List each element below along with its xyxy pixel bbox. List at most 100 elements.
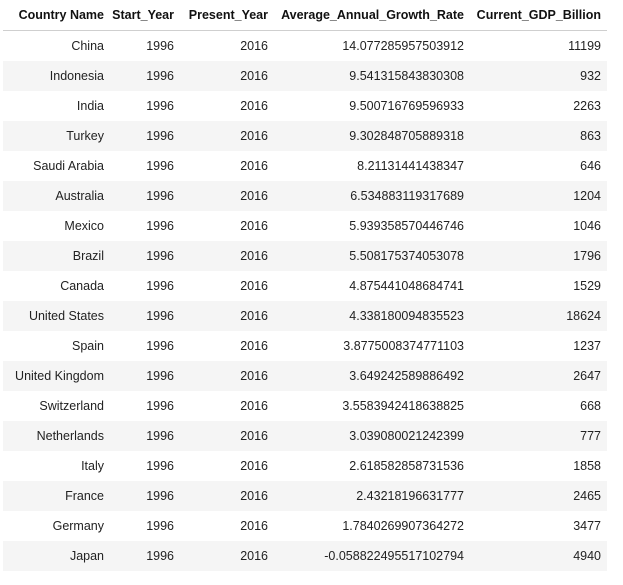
gdp-billion-cell: 1046: [573, 219, 601, 233]
present-year-cell: 2016: [240, 39, 268, 53]
country-name-cell: Saudi Arabia: [33, 159, 104, 173]
growth-rate-cell: 9.541315843830308: [349, 69, 464, 83]
start-year-cell: 1996: [146, 429, 174, 443]
growth-rate-cell: 2.43218196631777: [356, 489, 464, 503]
start-year-cell: 1996: [146, 459, 174, 473]
gdp-billion-cell: 932: [580, 69, 601, 83]
country-name-cell: Germany: [52, 519, 104, 533]
present-year-cell: 2016: [240, 489, 268, 503]
start-year-cell: 1996: [146, 159, 174, 173]
gdp-billion-cell: 1858: [573, 459, 601, 473]
growth-rate-cell: 3.649242589886492: [349, 369, 464, 383]
growth-rate-cell: 8.21131441438347: [357, 159, 464, 173]
growth-rate-cell: 1.7840269907364272: [342, 519, 464, 533]
country-name-cell: Spain: [72, 339, 104, 353]
table-header: Country Name Start_Year Present_Year Ave…: [3, 0, 607, 31]
column-header-current-gdp-billion: Current_GDP_Billion: [470, 0, 607, 31]
start-year-cell: 1996: [146, 399, 174, 413]
table-row: Switzerland 1996 2016 3.5583942418638825 668: [3, 391, 607, 421]
gdp-billion-cell: 1796: [573, 249, 601, 263]
country-name-cell: United Kingdom: [15, 369, 104, 383]
gdp-billion-cell: 863: [580, 129, 601, 143]
gdp-billion-cell: 1529: [573, 279, 601, 293]
table-row: France 1996 2016 2.43218196631777 2465: [3, 481, 607, 511]
growth-rate-cell: 14.077285957503912: [342, 39, 464, 53]
table-row: Spain 1996 2016 3.8775008374771103 1237: [3, 331, 607, 361]
start-year-cell: 1996: [146, 249, 174, 263]
country-name-cell: Canada: [60, 279, 104, 293]
gdp-billion-cell: 1237: [573, 339, 601, 353]
present-year-cell: 2016: [240, 519, 268, 533]
present-year-cell: 2016: [240, 399, 268, 413]
gdp-billion-cell: 2263: [573, 99, 601, 113]
start-year-cell: 1996: [146, 219, 174, 233]
growth-rate-cell: 5.508175374053078: [349, 249, 464, 263]
present-year-cell: 2016: [240, 219, 268, 233]
start-year-cell: 1996: [146, 189, 174, 203]
gdp-billion-cell: 1204: [573, 189, 601, 203]
growth-rate-cell: 5.939358570446746: [349, 219, 464, 233]
present-year-cell: 2016: [240, 459, 268, 473]
present-year-cell: 2016: [240, 309, 268, 323]
table-row: Italy 1996 2016 2.618582858731536 1858: [3, 451, 607, 481]
present-year-cell: 2016: [240, 279, 268, 293]
present-year-cell: 2016: [240, 369, 268, 383]
growth-rate-cell: 9.500716769596933: [349, 99, 464, 113]
start-year-cell: 1996: [146, 39, 174, 53]
table-row: Mexico 1996 2016 5.939358570446746 1046: [3, 211, 607, 241]
header-row: Country Name Start_Year Present_Year Ave…: [3, 0, 607, 31]
gdp-billion-cell: 11199: [568, 39, 601, 53]
column-header-start-year: Start_Year: [110, 0, 180, 31]
gdp-billion-cell: 18624: [566, 309, 601, 323]
data-table-container: Country Name Start_Year Present_Year Ave…: [3, 0, 607, 571]
country-name-cell: Switzerland: [39, 399, 104, 413]
start-year-cell: 1996: [146, 339, 174, 353]
country-name-cell: Mexico: [64, 219, 104, 233]
country-name-cell: Italy: [81, 459, 104, 473]
growth-rate-cell: 2.618582858731536: [349, 459, 464, 473]
present-year-cell: 2016: [240, 129, 268, 143]
start-year-cell: 1996: [146, 99, 174, 113]
present-year-cell: 2016: [240, 69, 268, 83]
gdp-billion-cell: 3477: [573, 519, 601, 533]
column-header-country-name: Country Name: [3, 0, 110, 31]
country-name-cell: France: [65, 489, 104, 503]
present-year-cell: 2016: [240, 249, 268, 263]
start-year-cell: 1996: [146, 549, 174, 563]
country-name-cell: Japan: [69, 549, 104, 563]
present-year-cell: 2016: [240, 189, 268, 203]
country-name-cell: India: [76, 99, 104, 113]
country-name-cell: China: [71, 39, 104, 53]
table-row: China 1996 2016 14.077285957503912 11199: [3, 31, 607, 62]
growth-rate-cell: -0.058822495517102794: [324, 549, 464, 563]
present-year-cell: 2016: [240, 159, 268, 173]
country-name-cell: United States: [28, 309, 104, 323]
gdp-billion-cell: 646: [580, 159, 601, 173]
table-row: Brazil 1996 2016 5.508175374053078 1796: [3, 241, 607, 271]
start-year-cell: 1996: [146, 309, 174, 323]
present-year-cell: 2016: [240, 429, 268, 443]
start-year-cell: 1996: [146, 489, 174, 503]
table-row: United Kingdom 1996 2016 3.649242589886492 2…: [3, 361, 607, 391]
country-name-cell: Brazil: [72, 249, 104, 263]
country-name-cell: Turkey: [66, 129, 104, 143]
country-name-cell: Indonesia: [49, 69, 104, 83]
table-row: Australia 1996 2016 6.534883119317689 1204: [3, 181, 607, 211]
gdp-growth-table: Country Name Start_Year Present_Year Ave…: [3, 0, 607, 571]
table-row: Canada 1996 2016 4.875441048684741 1529: [3, 271, 607, 301]
table-row: India 1996 2016 9.500716769596933 2263: [3, 91, 607, 121]
present-year-cell: 2016: [240, 339, 268, 353]
growth-rate-cell: 6.534883119317689: [350, 189, 464, 203]
start-year-cell: 1996: [146, 129, 174, 143]
table-row: United States 1996 2016 4.338180094835523 18…: [3, 301, 607, 331]
column-header-present-year: Present_Year: [180, 0, 274, 31]
gdp-billion-cell: 777: [580, 429, 601, 443]
table-body: China 1996 2016 14.077285957503912 11199 Indo…: [3, 31, 607, 571]
table-row: Netherlands 1996 2016 3.039080021242399 777: [3, 421, 607, 451]
growth-rate-cell: 4.875441048684741: [349, 279, 464, 293]
table-row: Turkey 1996 2016 9.302848705889318 863: [3, 121, 607, 151]
growth-rate-cell: 3.8775008374771103: [343, 339, 464, 353]
table-row: Germany 1996 2016 1.7840269907364272 3477: [3, 511, 607, 541]
table-row: Saudi Arabia 1996 2016 8.21131441438347 646: [3, 151, 607, 181]
start-year-cell: 1996: [146, 519, 174, 533]
